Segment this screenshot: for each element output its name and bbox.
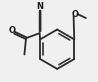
Text: N: N: [36, 2, 43, 11]
Text: O: O: [9, 26, 16, 35]
Text: O: O: [72, 10, 79, 19]
